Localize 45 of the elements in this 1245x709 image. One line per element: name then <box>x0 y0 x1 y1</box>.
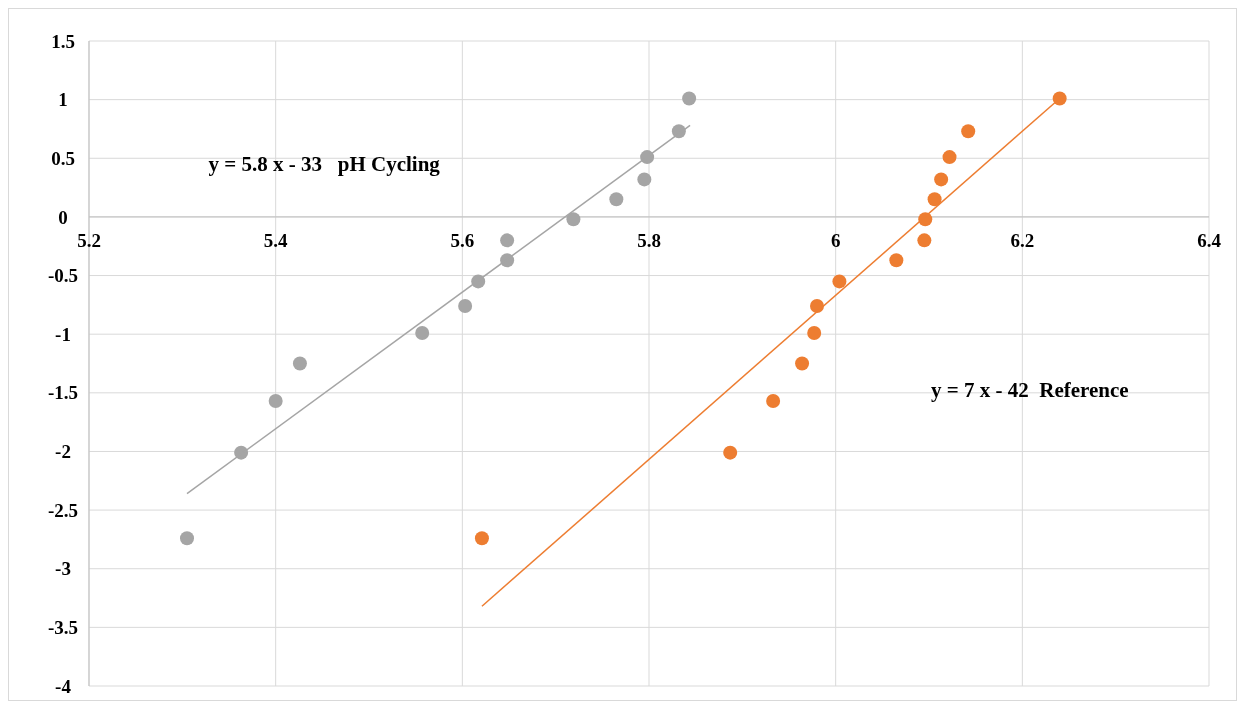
y-tick-label: -3.5 <box>47 617 79 639</box>
x-tick-label: 5.6 <box>450 229 475 251</box>
x-tick-label: 6 <box>830 229 841 251</box>
point <box>927 192 942 207</box>
point <box>415 326 430 341</box>
point <box>934 172 949 187</box>
point <box>458 299 473 314</box>
point <box>889 253 904 268</box>
point <box>917 233 932 248</box>
y-tick-label: -2 <box>55 441 71 463</box>
annotation: y = 7 x - 42 Reference <box>931 377 1129 402</box>
x-tick-label: 6.2 <box>1010 229 1035 251</box>
y-tick-label: -4 <box>55 675 72 697</box>
point <box>500 233 515 248</box>
point <box>637 172 652 187</box>
y-tick-label: 0 <box>58 206 68 228</box>
y-tick-label: 1 <box>58 89 68 111</box>
x-tick-label: 5.8 <box>637 229 661 251</box>
y-tick-label: -2.5 <box>47 499 79 521</box>
annotation: y = 5.8 x - 33 pH Cycling <box>208 151 441 176</box>
point <box>723 445 738 460</box>
x-tick-label: 6.4 <box>1197 229 1222 251</box>
point <box>807 326 822 341</box>
point <box>474 531 489 546</box>
point <box>832 274 847 289</box>
x-tick-label: 5.4 <box>263 229 289 251</box>
point <box>566 212 581 227</box>
x-tick-label: 5.2 <box>77 229 101 251</box>
y-tick-label: -1.5 <box>47 382 79 404</box>
point <box>766 394 781 409</box>
y-tick-label: 1.5 <box>51 30 75 52</box>
y-tick-label: -3 <box>55 558 71 580</box>
y-tick-label: 0.5 <box>51 147 75 169</box>
point <box>961 124 976 139</box>
point <box>795 356 810 371</box>
point <box>682 91 697 106</box>
point <box>268 394 283 409</box>
point <box>1052 91 1067 106</box>
point <box>942 150 957 165</box>
point <box>180 531 194 546</box>
point <box>810 299 824 314</box>
y-tick-label: -0.5 <box>47 265 79 287</box>
point <box>292 356 307 371</box>
y-tick-label: -1 <box>55 323 71 345</box>
point <box>609 192 624 207</box>
